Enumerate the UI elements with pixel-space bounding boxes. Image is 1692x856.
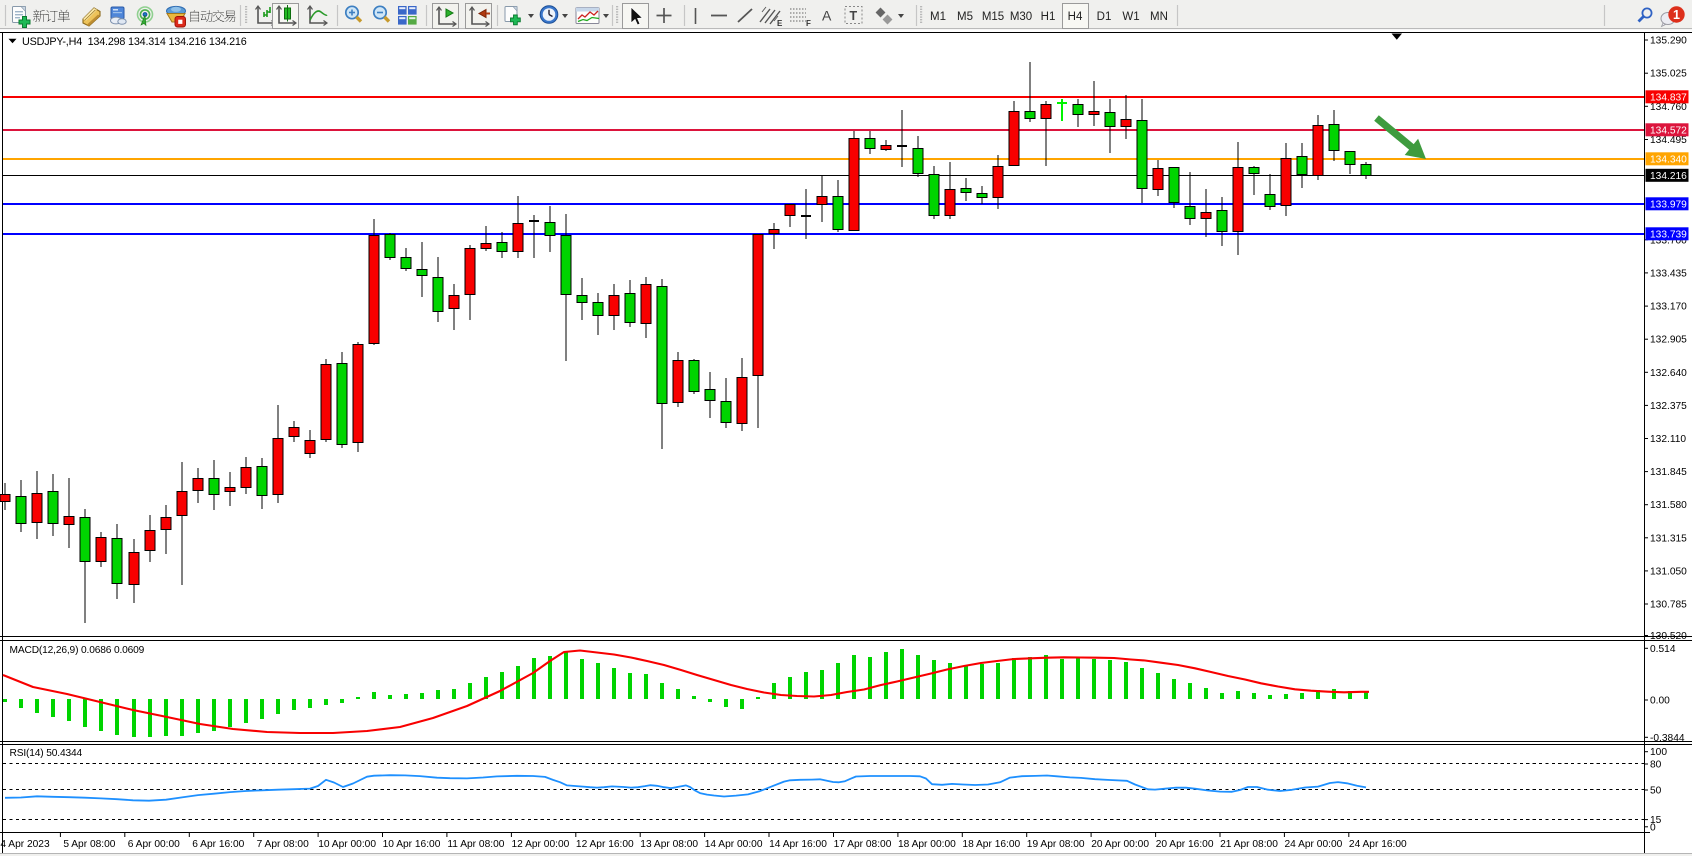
svg-text:-0.3844: -0.3844 <box>1650 733 1685 744</box>
svg-text:0: 0 <box>1650 822 1656 833</box>
svg-text:134.760: 134.760 <box>1650 102 1687 113</box>
svg-text:131.050: 131.050 <box>1650 566 1687 577</box>
svg-text:W1: W1 <box>1122 11 1139 23</box>
svg-text:7 Apr 08:00: 7 Apr 08:00 <box>257 839 309 850</box>
svg-text:E: E <box>777 19 783 28</box>
svg-text:T: T <box>850 9 858 23</box>
svg-text:0.00: 0.00 <box>1650 696 1670 707</box>
svg-text:50: 50 <box>1650 786 1662 797</box>
svg-text:6 Apr 16:00: 6 Apr 16:00 <box>192 839 244 850</box>
svg-text:80: 80 <box>1650 760 1662 771</box>
svg-text:15: 15 <box>1650 815 1662 826</box>
svg-text:133.435: 133.435 <box>1650 268 1687 279</box>
svg-text:134.216: 134.216 <box>1650 171 1687 182</box>
svg-text:1: 1 <box>1673 8 1680 22</box>
svg-text:10 Apr 00:00: 10 Apr 00:00 <box>318 839 376 850</box>
svg-text:24 Apr 00:00: 24 Apr 00:00 <box>1285 839 1343 850</box>
svg-text:134.572: 134.572 <box>1650 126 1687 137</box>
svg-text:D1: D1 <box>1097 11 1112 23</box>
svg-text:USDJPY-,H4 134.298 134.314 13: USDJPY-,H4 134.298 134.314 134.216 134.2… <box>22 36 247 48</box>
svg-text:21 Apr 08:00: 21 Apr 08:00 <box>1220 839 1278 850</box>
svg-text:24 Apr 16:00: 24 Apr 16:00 <box>1349 839 1407 850</box>
svg-text:0.514: 0.514 <box>1650 644 1676 655</box>
svg-text:132.110: 132.110 <box>1650 434 1686 445</box>
svg-text:RSI(14) 50.4344: RSI(14) 50.4344 <box>10 748 83 759</box>
svg-text:131.315: 131.315 <box>1650 533 1687 544</box>
svg-text:131.845: 131.845 <box>1650 467 1687 478</box>
svg-text:130.785: 130.785 <box>1650 600 1687 611</box>
svg-text:133.700: 133.700 <box>1650 235 1687 246</box>
svg-text:19 Apr 08:00: 19 Apr 08:00 <box>1027 839 1085 850</box>
svg-text:13 Apr 08:00: 13 Apr 08:00 <box>640 839 698 850</box>
svg-text:14 Apr 00:00: 14 Apr 00:00 <box>705 839 763 850</box>
svg-text:135.290: 135.290 <box>1650 36 1687 47</box>
svg-text:132.905: 132.905 <box>1650 335 1687 346</box>
svg-text:132.375: 132.375 <box>1650 401 1687 412</box>
svg-text:6 Apr 00:00: 6 Apr 00:00 <box>128 839 180 850</box>
svg-text:H1: H1 <box>1041 11 1056 23</box>
svg-text:M5: M5 <box>957 11 973 23</box>
svg-text:12 Apr 00:00: 12 Apr 00:00 <box>512 839 570 850</box>
svg-text:133.979: 133.979 <box>1650 200 1687 211</box>
svg-text:17 Apr 08:00: 17 Apr 08:00 <box>834 839 892 850</box>
svg-text:M15: M15 <box>982 11 1004 23</box>
svg-text:18 Apr 16:00: 18 Apr 16:00 <box>962 839 1020 850</box>
svg-text:135.025: 135.025 <box>1650 69 1687 80</box>
svg-text:4 Apr 2023: 4 Apr 2023 <box>0 839 50 850</box>
svg-text:18 Apr 00:00: 18 Apr 00:00 <box>898 839 956 850</box>
svg-text:F: F <box>806 19 811 28</box>
svg-text:134.495: 134.495 <box>1650 135 1687 146</box>
svg-text:133.739: 133.739 <box>1650 230 1687 241</box>
svg-text:133.170: 133.170 <box>1650 302 1687 313</box>
svg-text:20 Apr 16:00: 20 Apr 16:00 <box>1156 839 1214 850</box>
svg-text:132.640: 132.640 <box>1650 368 1687 379</box>
svg-text:100: 100 <box>1650 747 1667 758</box>
svg-text:134.837: 134.837 <box>1650 93 1687 104</box>
svg-text:M30: M30 <box>1010 11 1032 23</box>
svg-text:M1: M1 <box>930 11 946 23</box>
svg-text:134.340: 134.340 <box>1650 155 1687 166</box>
svg-text:MACD(12,26,9) 0.0686 0.0609: MACD(12,26,9) 0.0686 0.0609 <box>10 645 145 656</box>
svg-text:A: A <box>822 8 832 24</box>
svg-text:10 Apr 16:00: 10 Apr 16:00 <box>383 839 441 850</box>
svg-text:130.520: 130.520 <box>1650 631 1687 642</box>
svg-text:14 Apr 16:00: 14 Apr 16:00 <box>769 839 827 850</box>
svg-text:11 Apr 08:00: 11 Apr 08:00 <box>447 839 504 850</box>
svg-text:5 Apr 08:00: 5 Apr 08:00 <box>63 839 115 850</box>
svg-text:131.580: 131.580 <box>1650 500 1687 511</box>
svg-text:20 Apr 00:00: 20 Apr 00:00 <box>1091 839 1149 850</box>
svg-text:H4: H4 <box>1068 11 1083 23</box>
svg-text:MN: MN <box>1150 11 1168 23</box>
svg-text:12 Apr 16:00: 12 Apr 16:00 <box>576 839 634 850</box>
